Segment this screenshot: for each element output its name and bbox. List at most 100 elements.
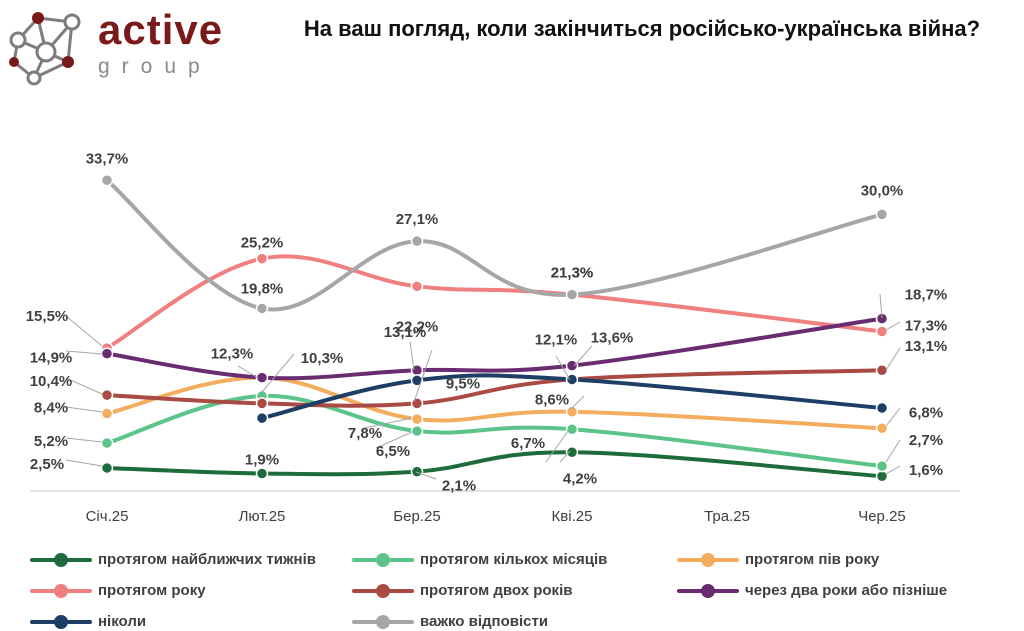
legend-item[interactable]: протягом кількох місяців bbox=[352, 551, 607, 568]
data-point bbox=[255, 411, 269, 425]
label-leader-line bbox=[409, 341, 415, 371]
data-point bbox=[565, 422, 579, 436]
data-point bbox=[875, 363, 889, 377]
legend-item[interactable]: протягом пів року bbox=[677, 551, 879, 568]
data-label: 4,2% bbox=[563, 470, 597, 487]
label-leader-line bbox=[559, 450, 571, 463]
data-label: 33,7% bbox=[86, 150, 129, 167]
data-label: 30,0% bbox=[861, 182, 904, 199]
data-label: 1,9% bbox=[245, 451, 279, 468]
label-leader-line bbox=[237, 365, 259, 379]
data-label: 6,5% bbox=[376, 443, 410, 460]
data-point bbox=[565, 373, 579, 386]
legend-swatch bbox=[352, 583, 414, 598]
legend-item[interactable]: протягом року bbox=[30, 582, 206, 599]
legend-swatch bbox=[30, 583, 92, 598]
data-label: 2,1% bbox=[442, 478, 476, 495]
label-leader-line bbox=[573, 345, 593, 367]
data-point bbox=[255, 397, 269, 410]
legend-label: через два роки або пізніше bbox=[745, 582, 948, 599]
data-point bbox=[255, 252, 269, 265]
data-label: 19,8% bbox=[241, 280, 284, 297]
series-line-протягом-найближчих-тижнів bbox=[105, 450, 884, 479]
data-label: 18,7% bbox=[905, 287, 948, 304]
x-tick-label: Лют.25 bbox=[239, 508, 286, 525]
active-group-logo: active group bbox=[0, 0, 240, 95]
data-label: 27,1% bbox=[396, 211, 439, 228]
data-label: 1,6% bbox=[909, 462, 943, 479]
legend-swatch bbox=[30, 614, 92, 629]
data-label: 10,4% bbox=[30, 373, 73, 390]
legend-label: важко відповісти bbox=[420, 613, 549, 630]
x-tick-label: Січ.25 bbox=[86, 508, 129, 525]
label-leader-line bbox=[879, 293, 883, 319]
label-leader-line bbox=[375, 431, 413, 449]
data-label: 21,3% bbox=[551, 265, 594, 282]
legend-swatch bbox=[352, 614, 414, 629]
data-point bbox=[875, 325, 889, 338]
data-label: 2,5% bbox=[30, 456, 64, 473]
data-point bbox=[100, 174, 114, 187]
data-label: 8,4% bbox=[34, 400, 68, 417]
legend-item[interactable]: важко відповісти bbox=[352, 613, 548, 630]
data-point bbox=[875, 401, 889, 415]
logo-word-group: group bbox=[98, 55, 212, 78]
data-label: 2,7% bbox=[909, 432, 943, 449]
data-label: 6,7% bbox=[511, 435, 545, 452]
label-leader-line bbox=[885, 321, 901, 331]
legend-item[interactable]: ніколи bbox=[30, 613, 146, 630]
label-leader-line bbox=[65, 315, 103, 347]
x-tick-label: Кві.25 bbox=[552, 508, 593, 525]
data-label: 10,3% bbox=[301, 350, 344, 367]
legend-swatch bbox=[352, 552, 414, 567]
legend-label: протягом двох років bbox=[420, 582, 573, 599]
chart-title: На ваш погляд, коли закінчиться російськ… bbox=[303, 16, 981, 41]
x-tick-label: Тра.25 bbox=[704, 508, 750, 525]
data-point bbox=[565, 288, 579, 301]
label-leader-line bbox=[65, 437, 103, 443]
legend-item[interactable]: через два роки або пізніше bbox=[677, 582, 947, 599]
legend-label: протягом року bbox=[98, 582, 206, 599]
legend-swatch bbox=[677, 552, 739, 567]
label-leader-line bbox=[885, 465, 901, 475]
data-point bbox=[410, 397, 424, 410]
series-line-протягом-року bbox=[105, 254, 884, 351]
x-tick-label: Чер.25 bbox=[858, 508, 906, 525]
series-line-ніколи bbox=[260, 373, 884, 421]
data-label: 13,1% bbox=[905, 338, 948, 355]
label-leader-line bbox=[885, 439, 901, 463]
legend-item[interactable]: протягом двох років bbox=[352, 582, 572, 599]
data-point bbox=[410, 424, 424, 438]
legend-label: протягом найближчих тижнів bbox=[98, 551, 317, 568]
data-point bbox=[255, 467, 269, 480]
legend-item[interactable]: протягом найближчих тижнів bbox=[30, 551, 316, 568]
label-leader-line bbox=[545, 430, 569, 463]
label-leader-line bbox=[415, 471, 437, 480]
data-label: 14,9% bbox=[30, 350, 73, 367]
legend-label: протягом пів року bbox=[745, 551, 880, 568]
data-point bbox=[410, 374, 424, 387]
data-point bbox=[875, 469, 889, 483]
logo-word-active: active bbox=[98, 6, 224, 53]
label-leader-line bbox=[65, 406, 103, 413]
series-line-протягом-двох-років bbox=[105, 368, 884, 408]
data-point bbox=[100, 436, 114, 450]
data-label: 7,8% bbox=[348, 425, 382, 442]
data-point bbox=[875, 208, 889, 221]
data-point bbox=[410, 280, 424, 293]
label-leader-line bbox=[569, 395, 585, 411]
data-point bbox=[100, 461, 114, 475]
legend-swatch bbox=[30, 552, 92, 567]
data-point bbox=[100, 388, 114, 402]
data-label: 21,3% bbox=[551, 265, 594, 282]
data-point bbox=[875, 459, 889, 473]
data-point bbox=[410, 234, 424, 248]
legend-swatch bbox=[677, 583, 739, 598]
data-label: 22,2% bbox=[396, 318, 439, 335]
data-label: 15,5% bbox=[26, 308, 69, 325]
label-leader-line bbox=[65, 459, 103, 467]
legend-label: ніколи bbox=[98, 613, 147, 630]
data-label: 5,2% bbox=[34, 433, 68, 450]
